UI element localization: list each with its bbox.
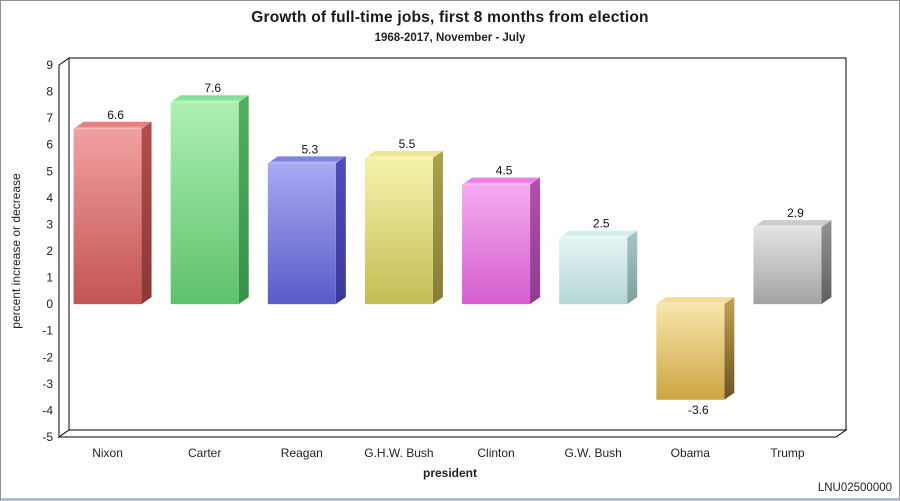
- x-tick-label: Nixon: [92, 446, 123, 460]
- bar-g-w-bush: [559, 230, 638, 305]
- bar-front-face: [267, 163, 336, 305]
- bar-front-face: [170, 102, 239, 305]
- bar-value-label: 2.5: [593, 217, 610, 231]
- bar-side-face: [821, 220, 832, 305]
- bar-side-face: [724, 297, 735, 400]
- bar-nixon: [73, 121, 152, 305]
- bar-value-label: 4.5: [496, 164, 513, 178]
- y-tick-label: -1: [42, 324, 53, 338]
- bar-value-label: -3.6: [688, 403, 709, 417]
- bar-reagan: [267, 156, 346, 305]
- y-tick-label: -4: [42, 403, 53, 417]
- bar-side-face: [238, 95, 249, 305]
- series-id-watermark: LNU02500000: [817, 482, 892, 494]
- bar-value-label: 7.6: [204, 81, 221, 95]
- bar-side-face: [335, 156, 346, 305]
- y-tick-label: 1: [46, 271, 53, 285]
- plot-left-wall: [58, 57, 70, 438]
- value-labels-group: 6.6 7.6 5.3 5.5 4.5 2.5 -3.6 2.9: [107, 81, 804, 417]
- plot-floor: [57, 429, 848, 438]
- x-tick-label: Obama: [671, 446, 711, 460]
- bar-top-face: [559, 230, 638, 238]
- tick-labels-group: 9 8 7 6 5 4 3 2 1 0 -1 -2 -3 -4 -5: [42, 58, 53, 444]
- y-tick-label: 4: [46, 191, 53, 205]
- bar-trump: [753, 220, 832, 305]
- bar-top-face: [462, 177, 541, 185]
- y-tick-label: -2: [42, 350, 53, 364]
- chart-title: Growth of full-time jobs, first 8 months…: [251, 9, 649, 26]
- x-tick-label: G.W. Bush: [565, 446, 622, 460]
- y-tick-label: 0: [46, 297, 53, 311]
- y-tick-label: 9: [46, 58, 53, 72]
- y-tick-label: -3: [42, 377, 53, 391]
- bar-top-face: [364, 151, 443, 158]
- y-axis-title: percent increase or decrease: [9, 173, 23, 329]
- y-tick-label: -5: [42, 430, 53, 444]
- x-tick-label: Reagan: [281, 446, 323, 460]
- bar-value-label: 6.6: [107, 108, 124, 122]
- bar-value-label: 5.3: [301, 142, 318, 156]
- bar-top-face: [753, 220, 832, 228]
- x-tick-label: Clinton: [477, 446, 514, 460]
- x-axis-title: president: [422, 466, 477, 480]
- bar-clinton: [462, 177, 541, 305]
- bar-front-face: [462, 184, 531, 305]
- bar-carter: [170, 95, 249, 305]
- bar-top-face: [656, 297, 735, 305]
- bar-g-h-w-bush: [364, 151, 443, 305]
- chart-subtitle: 1968-2017, November - July: [374, 32, 526, 44]
- bar-top-face: [267, 156, 346, 164]
- bar-front-face: [364, 158, 433, 305]
- bar-front-face: [656, 304, 725, 400]
- bar-value-label: 5.5: [399, 137, 416, 151]
- category-labels-group: Nixon Carter Reagan G.H.W. Bush Clinton G.W. …: [92, 446, 805, 460]
- y-tick-label: 7: [46, 111, 53, 125]
- bar-side-face: [627, 230, 638, 305]
- x-tick-label: G.H.W. Bush: [364, 446, 433, 460]
- x-tick-label: Carter: [188, 446, 221, 460]
- y-tick-label: 3: [46, 217, 53, 231]
- bar-side-face: [530, 177, 541, 305]
- bar-side-face: [432, 151, 443, 305]
- y-tick-label: 5: [46, 164, 53, 178]
- y-tick-label: 2: [46, 244, 53, 258]
- y-tick-label: 8: [46, 85, 53, 99]
- bar-obama: [656, 297, 735, 400]
- bar-front-face: [559, 237, 628, 305]
- bar-value-label: 2.9: [787, 206, 804, 220]
- bar-front-face: [753, 227, 822, 305]
- x-tick-label: Trump: [770, 446, 805, 460]
- bar-top-face: [73, 121, 152, 129]
- bar-side-face: [141, 121, 152, 305]
- bars-group: [73, 95, 832, 400]
- bar-top-face: [170, 95, 249, 103]
- bar-front-face: [73, 128, 142, 305]
- y-tick-label: 6: [46, 138, 53, 152]
